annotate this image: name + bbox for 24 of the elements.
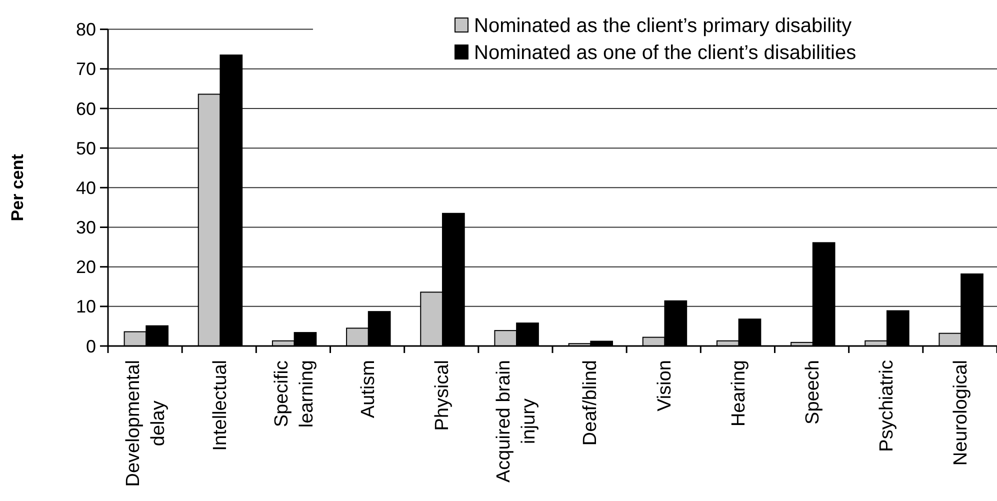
x-tick-label: Developmental delay	[123, 360, 170, 487]
y-axis-title: Per cent	[8, 154, 27, 222]
x-tick-label: Specific learning	[271, 360, 318, 428]
y-tick-label: 0	[86, 336, 96, 356]
legend-label: Nominated as the client’s primary disability	[474, 15, 852, 37]
x-tick-label: Deaf/blind	[580, 360, 602, 446]
x-tick-label: Vision	[654, 360, 676, 412]
x-tick-label: Intellectual	[210, 360, 231, 451]
y-tick-label: 30	[76, 218, 96, 238]
x-tick-label: Speech	[802, 360, 824, 424]
x-tick-label: Physical	[432, 360, 454, 431]
x-tick-label: Psychiatric	[876, 360, 898, 452]
x-tick-label: Acquired brain injury	[494, 360, 540, 483]
x-tick-label: Hearing	[728, 360, 750, 427]
y-tick-label: 10	[76, 296, 96, 317]
x-tick-label: Neurological	[950, 360, 972, 466]
y-tick-label: 40	[76, 178, 96, 198]
y-tick-label: 80	[76, 20, 96, 40]
y-tick-label: 60	[76, 98, 96, 119]
legend-label: Nominated as one of the client’s disabilities	[474, 42, 856, 64]
y-tick-label: 50	[76, 138, 96, 158]
y-tick-label: 20	[76, 257, 96, 278]
y-tick-label: 70	[76, 59, 96, 80]
x-tick-label: Autism	[358, 360, 379, 418]
